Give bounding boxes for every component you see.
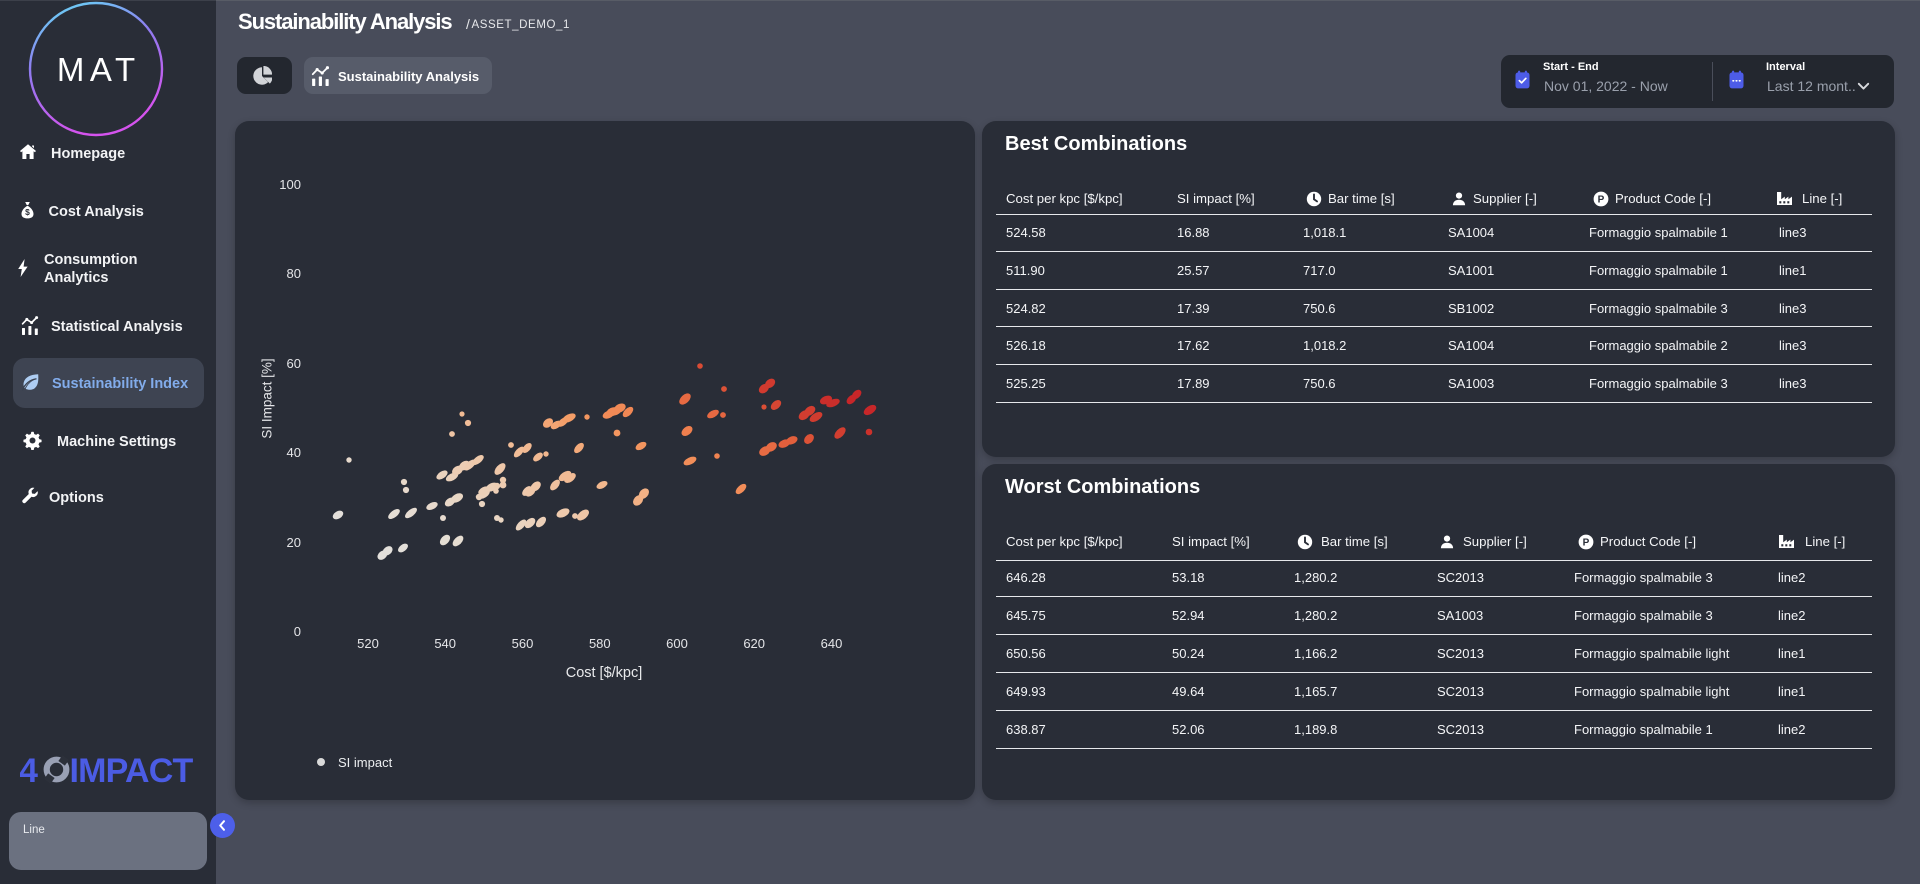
svg-text:P: P (1583, 537, 1590, 548)
svg-text:$: $ (25, 207, 30, 217)
svg-text:IMPACT: IMPACT (70, 752, 194, 788)
svg-text:4: 4 (20, 752, 38, 788)
svg-text:P: P (1598, 194, 1605, 205)
